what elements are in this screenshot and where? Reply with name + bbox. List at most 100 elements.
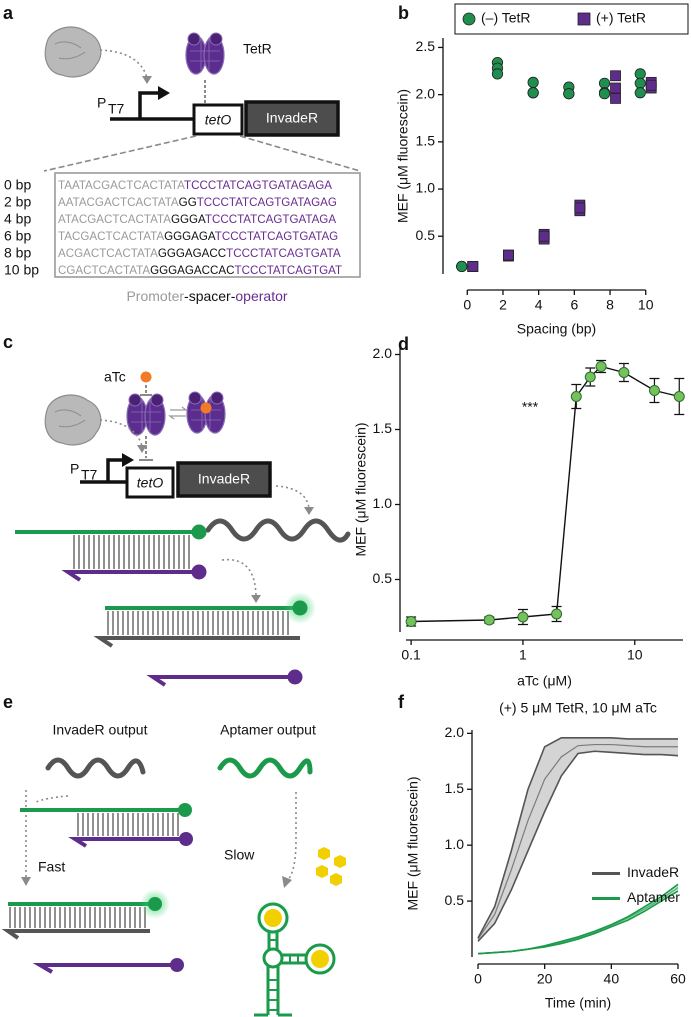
caption-operator: operator [235, 288, 287, 304]
point [538, 230, 550, 242]
x-axis-label: aTc (μM) [517, 673, 572, 689]
aptamer-structure [252, 897, 336, 1017]
sequence-promoter: ACGACTCACTATA [58, 247, 158, 260]
x-axis-label: Time (min) [545, 995, 611, 1011]
sequence: ATACGACTCACTATAGGGATCCCTATCAGTGATAGA [58, 213, 336, 226]
spacing-label: 8 bp [4, 245, 31, 261]
chart: d 0.5 1.0 1.5 2.0 MEF (μM fluorescein) 0.1 1 10 a… [353, 334, 685, 689]
purple-strand [146, 675, 290, 687]
operator-label: tetO [205, 112, 232, 128]
chart: f (+) 5 μM TetR, 10 μM aTc 0.5 1.0 1.5 2.0 MEF… [398, 692, 686, 1011]
band-edge [477, 737, 678, 939]
point [503, 249, 514, 261]
panel-label: e [3, 692, 13, 712]
output-duplex [1, 889, 184, 974]
sequence-operator: TCCCTATCAGTGATAGAGA [184, 179, 332, 192]
operator-box [125, 466, 175, 499]
rna-strand [1, 929, 150, 940]
point [483, 614, 495, 626]
point [551, 608, 563, 620]
operator-box [192, 103, 244, 136]
sequence-promoter: CGACTCACTATA [58, 264, 150, 277]
promoter-subscript: T7 [108, 101, 125, 117]
panel-label: a [3, 3, 14, 23]
point [645, 79, 657, 91]
sequence-box [54, 172, 361, 278]
sequence: TAATACGACTCACTATATCCCTATCAGTGATAGAGA [58, 179, 332, 192]
sequence-list: 0 bp TAATACGACTCACTATATCCCTATCAGTGATAGAGA… [4, 177, 342, 278]
spacing-label: 6 bp [4, 228, 31, 244]
inducer-label: aTc [104, 369, 126, 385]
arrow [99, 419, 143, 447]
legend-box [454, 3, 689, 35]
tetr-icon [126, 393, 166, 436]
rna-strand [45, 757, 146, 779]
point [584, 371, 596, 383]
promoter-label: P [70, 461, 79, 477]
operator-label: tetO [137, 475, 164, 491]
caption-promoter: Promoter [126, 288, 184, 304]
speed-label: Fast [38, 859, 65, 875]
sequence: ACGACTCACTATAGGGAGACCTCCCTATCAGTGATA [58, 247, 341, 260]
point [610, 70, 621, 82]
x-tick-label: 2 [499, 297, 507, 313]
sequence: AATACGACTCACTATAGGTCCCTATCAGTGATAGAG [58, 196, 337, 209]
inducer-icon [140, 371, 152, 383]
panel-c: c aTc P T7 tetO InvadeR [3, 332, 351, 687]
arrowhead [137, 445, 147, 453]
y-tick-label: 1.0 [445, 836, 465, 852]
y-tick-label: 0.5 [373, 570, 393, 586]
panel-a: a TetR P T7 tetO InvadeR 0 bp TAATACGACTC… [3, 3, 361, 304]
point [673, 391, 685, 402]
x-tick-label: 0.1 [401, 647, 421, 663]
sequence: TACGACTCACTATAGGGAGATCCCTATCAGTGATAG [58, 230, 338, 243]
point [634, 77, 646, 89]
polymerase-icon [44, 26, 102, 78]
x-tick-label: 0 [474, 971, 482, 987]
y-tick-label: 2.0 [373, 345, 393, 361]
point [527, 76, 539, 88]
arrowhead [142, 76, 152, 84]
arrow [275, 485, 310, 509]
sequence-operator: TCCCTATCAGTGAT [235, 264, 343, 277]
y-axis-label: MEF (μM fluorescein) [353, 422, 369, 556]
legend-label: InvadeR [627, 864, 679, 880]
quencher [170, 958, 184, 972]
base-pairs [9, 907, 146, 928]
y-tick-label: 1.0 [416, 180, 436, 196]
y-tick-label: 1.0 [373, 495, 393, 511]
rna-strand [93, 636, 300, 648]
gene-box [244, 100, 340, 137]
x-tick-label: 40 [604, 971, 620, 987]
base-pairs [107, 611, 289, 635]
x-tick-label: 6 [570, 297, 578, 313]
panel-e: e InvadeR output Aptamer output Fast Slo… [1, 692, 346, 1017]
y-tick-label: 2.0 [416, 85, 436, 101]
x-axis-label: Spacing (bp) [517, 321, 596, 337]
panel-label: d [398, 334, 409, 354]
x-tick-label: 0 [463, 297, 471, 313]
point [618, 367, 630, 378]
output-duplex [93, 592, 316, 687]
point [648, 385, 660, 396]
dye-molecules [316, 847, 346, 886]
point [570, 391, 582, 402]
x-tick-label: 4 [535, 297, 543, 313]
legend-label: (–) TetR [481, 10, 531, 26]
probe-duplex [20, 803, 193, 848]
x-tick-label: 1 [519, 647, 527, 663]
x-tick-label: 8 [606, 297, 614, 313]
panel-label: f [398, 692, 405, 712]
fluorophore [178, 803, 192, 817]
point [634, 87, 646, 99]
protein-label: TetR [243, 41, 272, 57]
speed-label: Slow [224, 847, 255, 863]
point [610, 93, 621, 104]
sequence-spacer: GGGAGA [164, 230, 216, 243]
legend-label: (+) TetR [596, 10, 646, 26]
arrowhead [304, 507, 314, 515]
point [456, 260, 468, 273]
gene-label: InvadeR [266, 110, 318, 126]
chart: b 0.5 1.0 1.5 2.0 2.5 MEF (μM fluorescein) 0 2 4 6… [395, 3, 689, 337]
